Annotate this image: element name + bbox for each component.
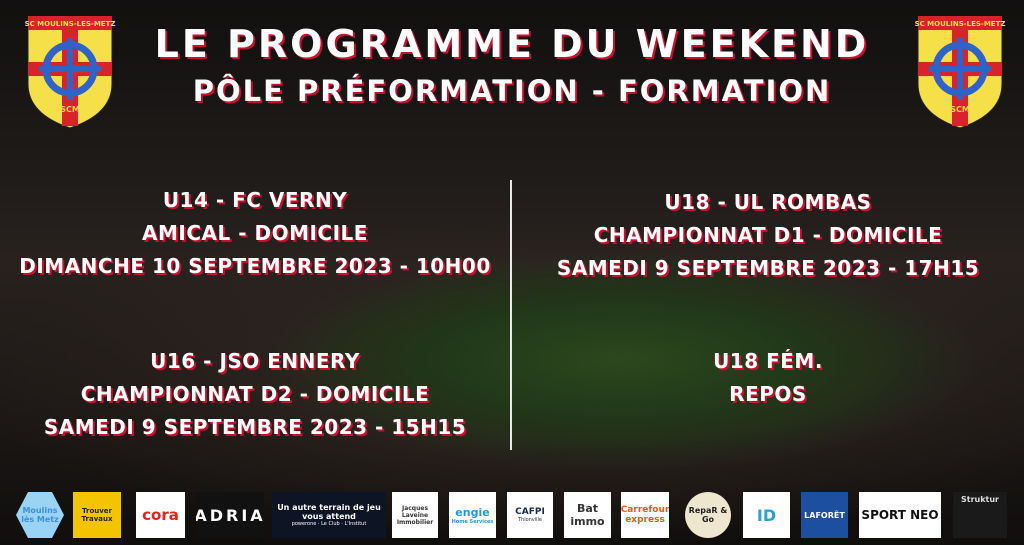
sponsor-laforet: LAFORÊT [801, 492, 848, 538]
sponsor-adria: ADRIA [196, 492, 264, 538]
sponsor-laveine: Jacques Laveine Immobilier [392, 492, 438, 538]
match-team: U18 - UL Rombas [664, 190, 872, 214]
sponsor-trouver-travaux: Trouver Travaux [73, 492, 121, 538]
sponsor-sportneo: SPORT NEO [859, 492, 941, 538]
sponsor-text: engie [455, 505, 490, 519]
sponsor-carrefour: Carrefour express [621, 492, 669, 538]
club-crest-left: SC MOULINS-LES-METZ SCM [25, 16, 116, 129]
match-u18-fem: U18 Fém. Repos [518, 345, 1018, 411]
match-type: Championnat D2 - Domicile [80, 382, 430, 406]
svg-text:SC MOULINS-LES-METZ: SC MOULINS-LES-METZ [25, 20, 116, 28]
sponsor-engie: engie Home Services [449, 492, 496, 538]
sponsor-text: Un autre terrain de jeu vous attend [277, 503, 381, 521]
svg-text:SC MOULINS-LES-METZ: SC MOULINS-LES-METZ [915, 20, 1006, 28]
sponsor-batimmo: Bat immo [564, 492, 611, 538]
sponsor-text: CAFPI [515, 507, 545, 517]
sponsor-subtext: Home Services [451, 518, 494, 525]
match-team: U16 - JSO Ennery [150, 349, 360, 373]
match-type: Championnat D1 - Domicile [593, 223, 943, 247]
sponsor-cora: cora [136, 492, 185, 538]
sponsor-text: Carrefour [621, 505, 669, 515]
sponsor-struktur: Struktur [953, 492, 1007, 538]
match-type: Repos [729, 382, 807, 406]
match-u18: U18 - UL Rombas Championnat D1 - Domicil… [518, 186, 1018, 285]
page-subtitle: Pôle Préformation - Formation [192, 74, 832, 108]
match-team: U18 Fém. [713, 349, 823, 373]
svg-text:SCM: SCM [60, 105, 80, 114]
sponsor-id: ID [743, 492, 790, 538]
club-crest-right: SC MOULINS-LES-METZ SCM [915, 16, 1006, 129]
match-u14: U14 - FC Verny Amical - Domicile Dimanch… [5, 184, 505, 283]
page-title: Le programme du weekend [154, 22, 870, 66]
sponsor-cafpi: CAFPI Thionville [507, 492, 553, 538]
match-team: U14 - FC Verny [162, 188, 348, 212]
svg-text:SCM: SCM [950, 105, 970, 114]
match-date: Dimanche 10 septembre 2023 - 10h00 [19, 254, 491, 278]
match-date: Samedi 9 septembre 2023 - 15h15 [43, 415, 467, 439]
sponsor-powerone: Un autre terrain de jeu vous attend power… [272, 492, 386, 538]
sponsor-subtext: powerone · Le Club · L'Institut [291, 521, 367, 527]
match-u16: U16 - JSO Ennery Championnat D2 - Domici… [5, 345, 505, 444]
sponsor-repar-go: RepaR & Go [685, 492, 731, 538]
sponsor-subtext: express [625, 515, 665, 525]
divider [510, 180, 512, 450]
match-date: Samedi 9 septembre 2023 - 17h15 [556, 256, 980, 280]
match-type: Amical - Domicile [142, 221, 368, 245]
sponsor-subtext: Thionville [517, 517, 543, 523]
